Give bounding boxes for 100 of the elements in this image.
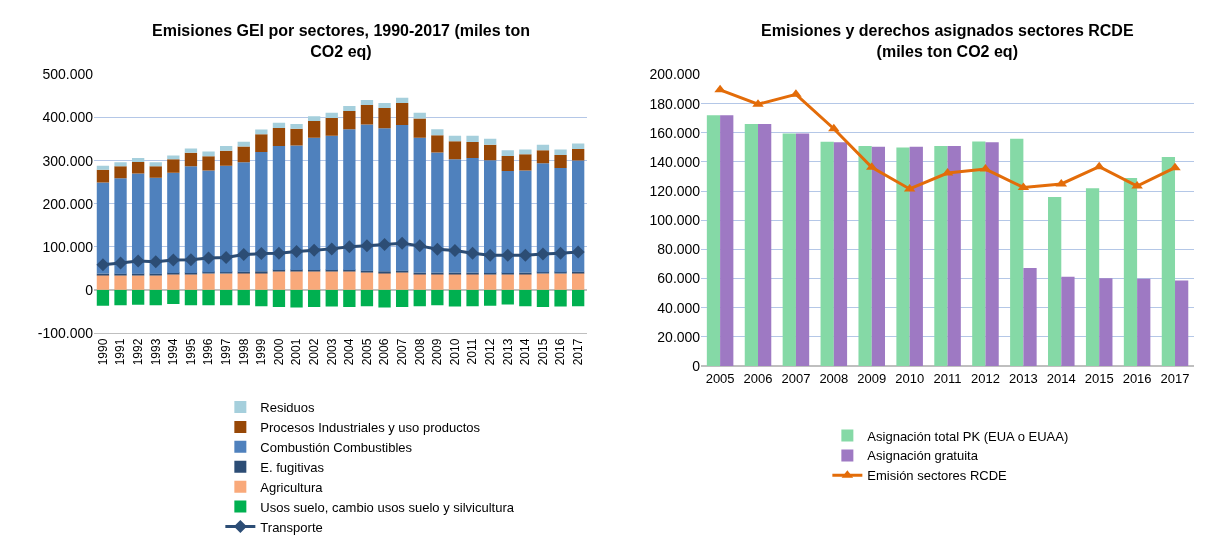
x-tick-label: 2008 (819, 370, 849, 386)
bar (360, 105, 374, 125)
bar (131, 161, 145, 174)
bar (378, 128, 391, 272)
bar (1137, 278, 1151, 367)
legend-label: Asignación gratuita (867, 448, 979, 464)
point (1169, 162, 1181, 171)
y-tick-label: 60.000 (657, 270, 701, 287)
point (131, 254, 145, 268)
point (272, 246, 286, 260)
bar (947, 145, 961, 367)
bar (758, 124, 772, 367)
bar (501, 289, 514, 305)
x-tick-label: 2014 (1046, 370, 1076, 386)
bar (519, 170, 532, 273)
bar (1161, 157, 1176, 367)
bar (167, 272, 180, 275)
bar (431, 152, 444, 273)
bar (167, 172, 180, 273)
point (202, 251, 216, 265)
y-tick-label: 0 (85, 281, 94, 298)
bar (484, 160, 497, 273)
bar (219, 289, 233, 306)
bar (413, 272, 426, 275)
bar (114, 289, 127, 306)
x-tick-label: 2014 (518, 338, 533, 366)
point (554, 246, 568, 260)
bar (395, 272, 409, 290)
bar (484, 274, 497, 290)
bar (96, 289, 110, 306)
point (483, 248, 497, 262)
point (290, 244, 304, 258)
bar (307, 121, 321, 138)
bar (96, 274, 110, 290)
bar (413, 273, 426, 290)
bar (272, 145, 286, 270)
x-tick-label: 2003 (324, 338, 339, 366)
point (518, 248, 532, 262)
bar (360, 289, 374, 307)
bar (237, 162, 250, 272)
bar (114, 162, 127, 167)
bar (466, 158, 479, 273)
bar (466, 272, 479, 275)
bar (202, 271, 215, 274)
bar (431, 289, 444, 306)
bar (448, 272, 462, 275)
bar (272, 271, 286, 290)
bar (325, 271, 338, 290)
bar (219, 273, 233, 290)
bar (934, 145, 948, 367)
bar (237, 271, 250, 274)
y-tick-label: 0 (692, 357, 701, 374)
bar (378, 102, 391, 109)
bar (484, 289, 497, 306)
y-tick-label: 500.000 (42, 66, 94, 83)
bar (237, 146, 250, 163)
x-tick-label: 1993 (148, 338, 163, 366)
bar (219, 271, 233, 274)
legend-label: Agricultura (260, 479, 324, 495)
x-tick-label: 1992 (131, 338, 146, 366)
bar (448, 273, 462, 290)
bar (167, 159, 180, 173)
bar (501, 155, 514, 171)
bar (484, 144, 497, 161)
bar (184, 272, 198, 275)
x-tick-label: 2015 (535, 338, 550, 366)
x-tick-label: 2008 (412, 338, 427, 366)
bar (325, 118, 338, 136)
bar (1061, 276, 1075, 367)
bar (202, 170, 215, 273)
bar (219, 145, 233, 151)
bar (343, 271, 356, 290)
point (219, 250, 233, 264)
x-tick-label: 2002 (307, 338, 322, 366)
x-tick-label: 2017 (1160, 370, 1190, 386)
point (254, 247, 268, 261)
x-tick-label: 2001 (289, 338, 304, 366)
bar (343, 269, 356, 272)
point (325, 242, 339, 256)
bar (219, 150, 233, 166)
bar (272, 127, 286, 146)
bar (554, 289, 567, 307)
bar (290, 271, 303, 290)
x-tick-label: 2015 (1084, 370, 1114, 386)
bar (519, 154, 532, 171)
bar (501, 274, 514, 290)
bar (572, 289, 585, 307)
y-tick-label: 400.000 (42, 109, 94, 126)
bar (820, 141, 834, 367)
bar (554, 273, 567, 290)
bar (536, 271, 550, 274)
bar (114, 178, 127, 274)
point (501, 248, 515, 262)
bar (1010, 138, 1024, 367)
bar (395, 97, 409, 103)
bar (1023, 267, 1037, 367)
bar (184, 148, 198, 153)
y-tick-label: 300.000 (42, 152, 94, 169)
y-tick-label: 120.000 (649, 183, 701, 200)
bar (360, 124, 374, 271)
